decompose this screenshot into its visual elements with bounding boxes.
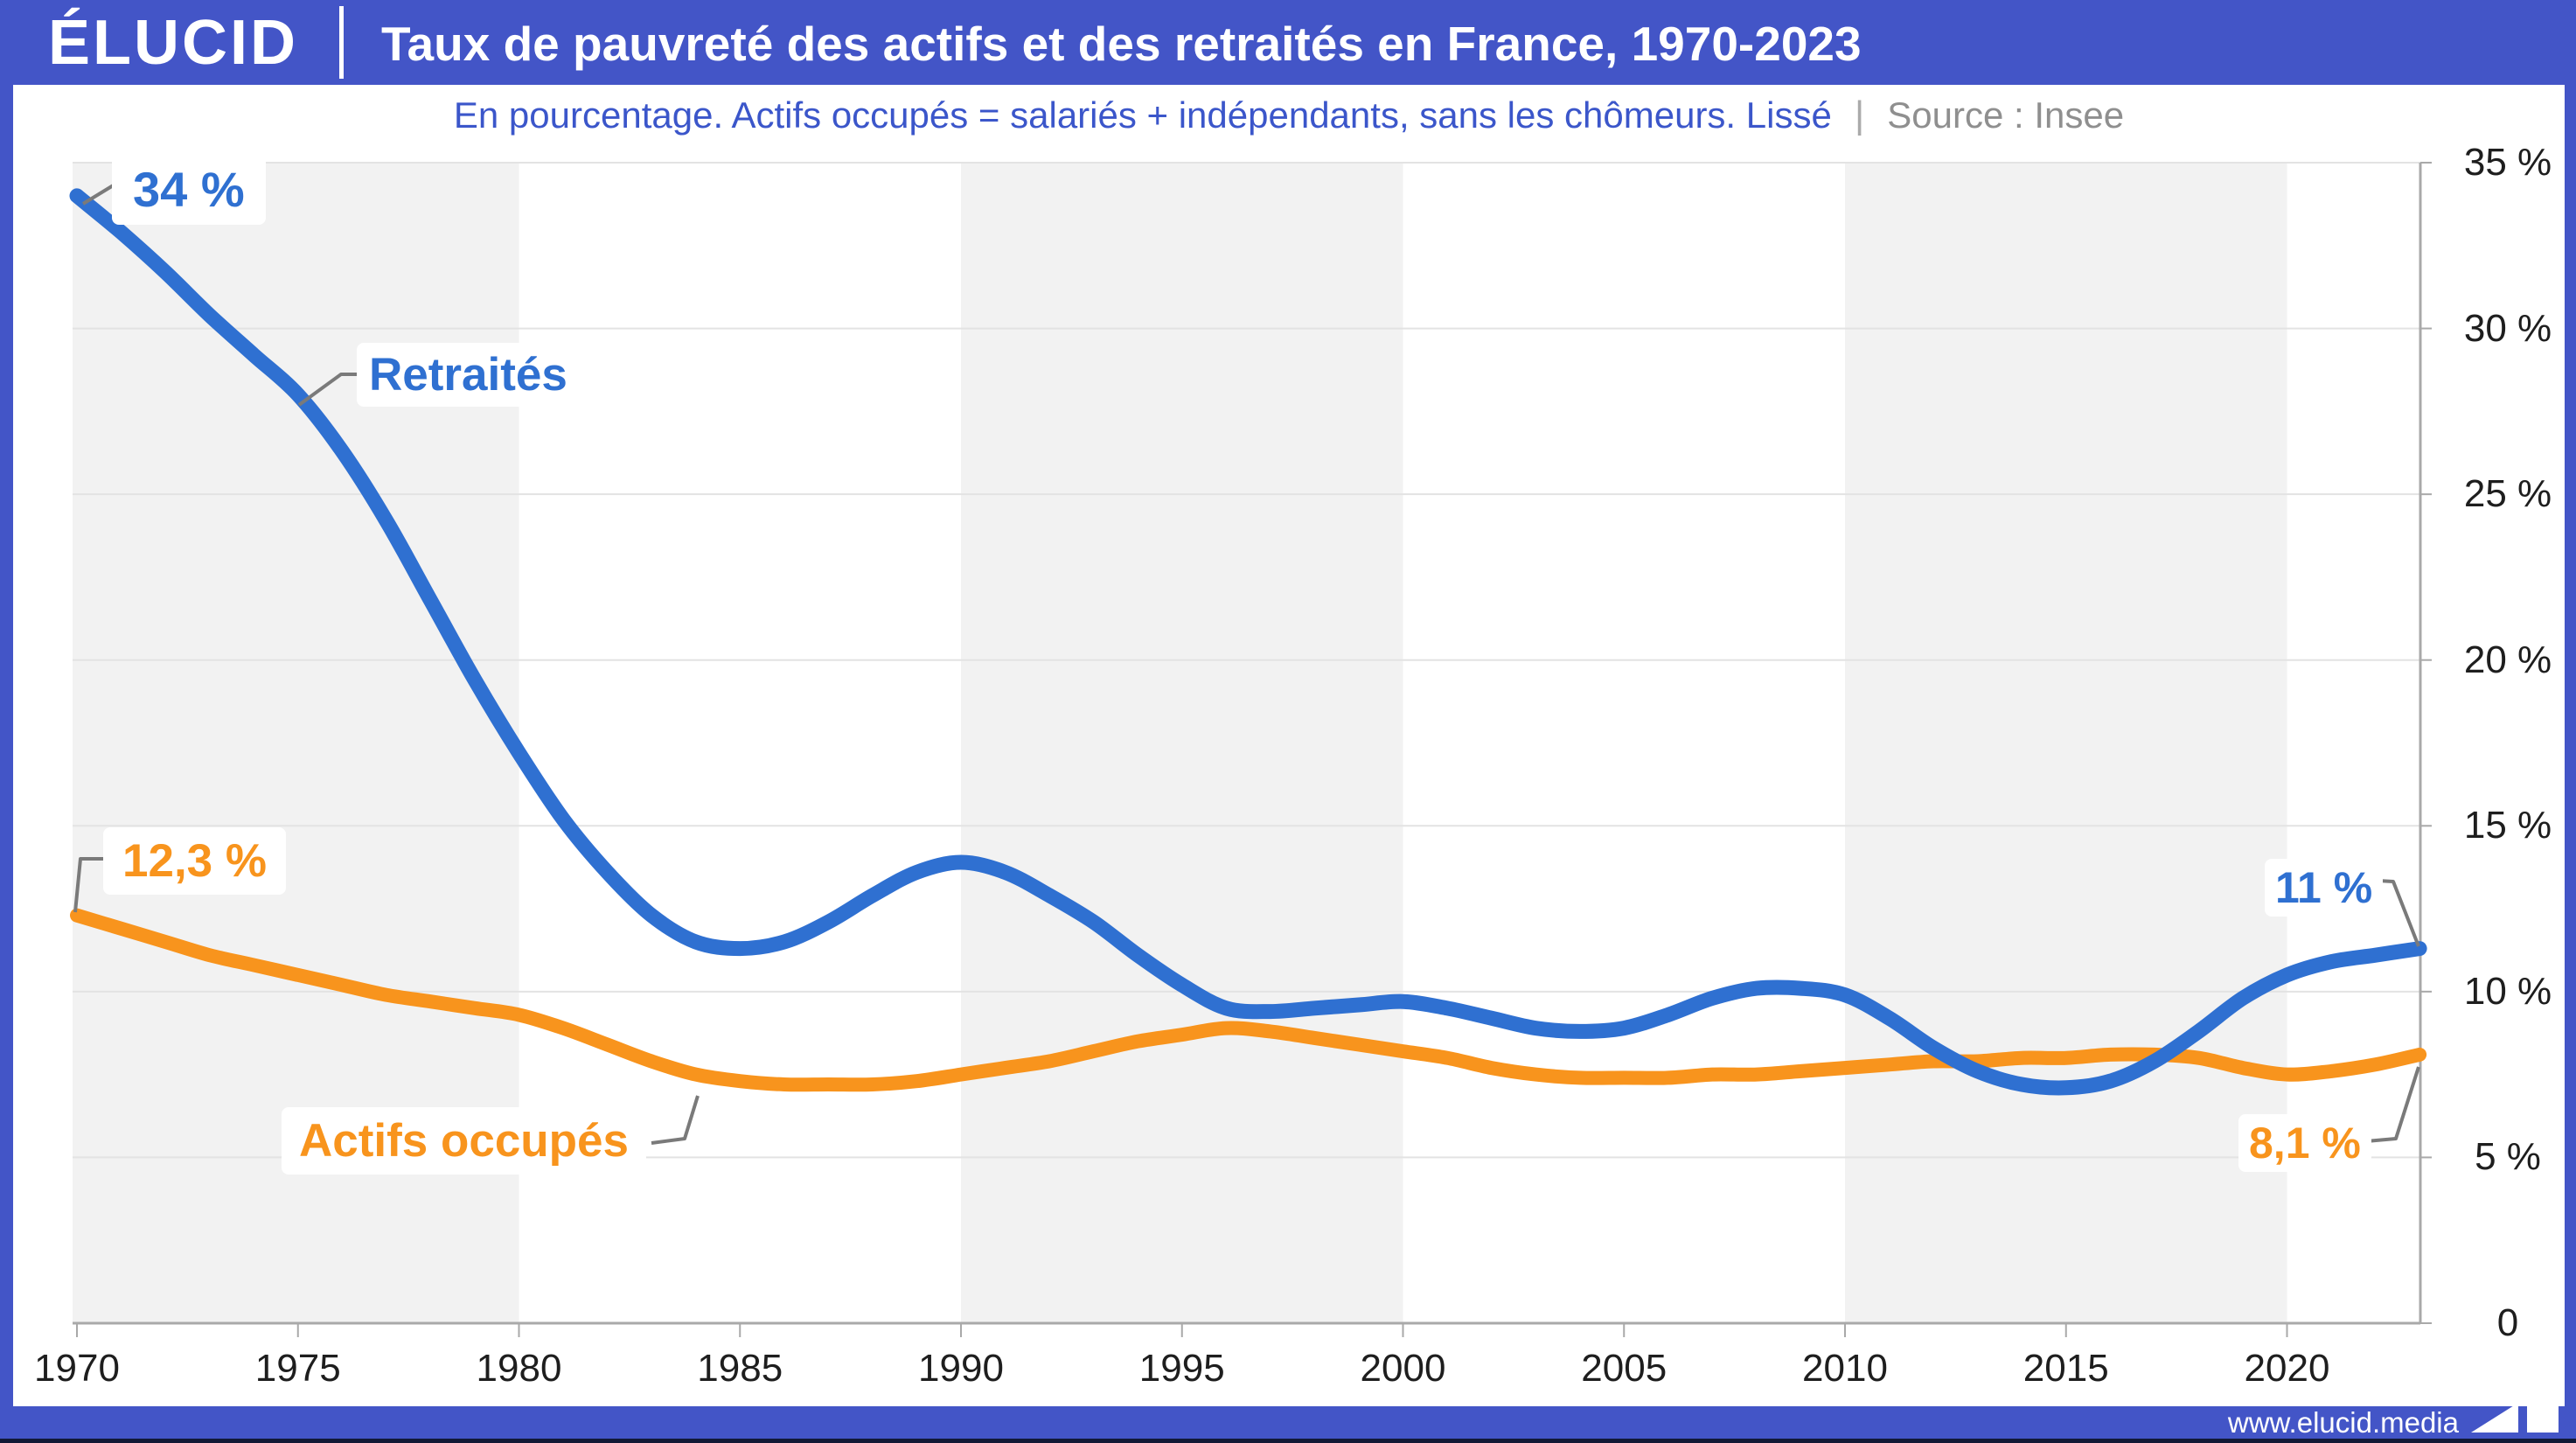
y-axis-label: 0 [2496, 1301, 2519, 1344]
annotation-actifs-start-value: 12,3 % [103, 827, 287, 895]
annotation-retraites-start-value: 34 % [112, 154, 266, 225]
subtitle-divider: | [1854, 94, 1865, 136]
y-axis-label: 35 % [2463, 141, 2552, 184]
right-border [2565, 0, 2576, 1443]
x-axis-label: 2020 [2244, 1347, 2330, 1390]
header-separator [339, 6, 344, 79]
brand-logo: ÉLUCID [48, 8, 298, 78]
annotation-connector [73, 857, 105, 913]
x-axis-label: 2000 [1360, 1347, 1446, 1390]
x-axis-label: 2005 [1581, 1347, 1667, 1390]
y-axis-label: 25 % [2463, 472, 2552, 516]
footer-url: www.elucid.media [2227, 1406, 2459, 1439]
x-axis-label: 1975 [254, 1347, 341, 1390]
x-axis-label: 1970 [34, 1347, 120, 1390]
y-axis-label: 20 % [2463, 638, 2552, 681]
chart-subtitle: En pourcentage. Actifs occupés = salarié… [453, 94, 1832, 136]
x-axis-label: 1985 [697, 1347, 783, 1390]
header-bar: ÉLUCID Taux de pauvreté des actifs et de… [0, 0, 2576, 85]
subtitle-row: En pourcentage. Actifs occupés = salarié… [13, 85, 2565, 146]
left-border [0, 0, 13, 1443]
annotation-connector [651, 1095, 700, 1145]
bottom-edge [0, 1439, 2576, 1443]
series-label-retraites: Retraités [357, 343, 580, 407]
decade-band [1845, 163, 2287, 1323]
decade-band [961, 163, 1403, 1323]
x-axis-label: 1980 [476, 1347, 562, 1390]
page-title: Taux de pauvreté des actifs et des retra… [381, 17, 1862, 71]
series-line-actifs [70, 908, 2427, 1092]
x-axis-label: 2015 [2023, 1347, 2109, 1390]
annotation-connector [2365, 1066, 2420, 1143]
annotation-retraites-end-value: 11 % [2265, 859, 2384, 917]
series-label-actifs: Actifs occupés [282, 1107, 647, 1175]
annotation-actifs-end-value: 8,1 % [2238, 1114, 2371, 1172]
x-axis-label: 1995 [1138, 1347, 1225, 1390]
series-line-retraites [69, 188, 2427, 1096]
footer-bar [0, 1406, 2576, 1439]
y-axis-label: 10 % [2463, 969, 2552, 1013]
elucid-flag-icon [2471, 1381, 2559, 1433]
x-axis-label: 1990 [918, 1347, 1004, 1390]
y-axis-label: 30 % [2463, 306, 2552, 350]
y-axis-label: 15 % [2463, 804, 2552, 847]
x-axis-label: 2010 [1802, 1347, 1888, 1390]
source-credit: Source : Insee [1887, 94, 2125, 136]
y-axis-label: 5 % [2475, 1135, 2541, 1179]
